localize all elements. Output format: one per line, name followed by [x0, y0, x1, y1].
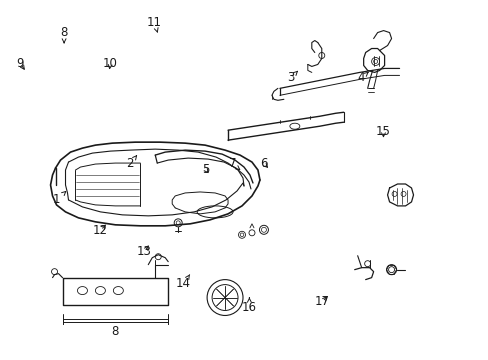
Text: 6: 6	[260, 157, 267, 170]
Text: 9: 9	[17, 57, 24, 70]
Text: 16: 16	[242, 298, 256, 314]
Text: 12: 12	[93, 224, 108, 237]
Text: 4: 4	[357, 71, 367, 84]
Text: 13: 13	[137, 245, 152, 258]
Text: 5: 5	[202, 163, 209, 176]
Text: 8: 8	[61, 27, 68, 43]
Text: 10: 10	[103, 57, 118, 70]
Text: 17: 17	[314, 296, 329, 309]
Text: 11: 11	[146, 16, 162, 32]
Text: 2: 2	[126, 156, 136, 170]
Text: 7: 7	[228, 157, 239, 170]
Text: 8: 8	[111, 325, 119, 338]
Text: 15: 15	[375, 125, 390, 138]
Text: 3: 3	[286, 71, 297, 84]
Text: 1: 1	[53, 192, 66, 206]
Text: 14: 14	[176, 275, 191, 291]
